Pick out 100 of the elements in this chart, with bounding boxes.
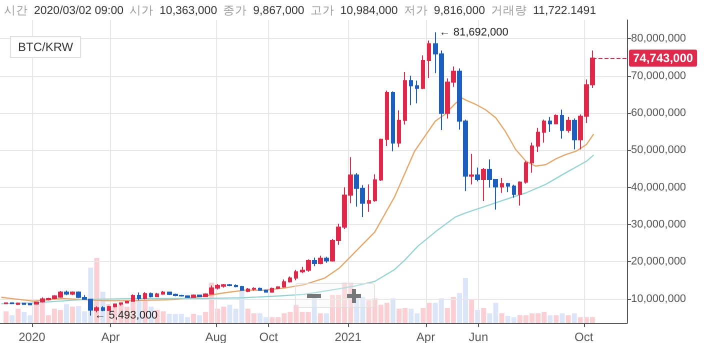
text: 10,984,000 (340, 5, 398, 17)
candlestick (566, 116, 571, 134)
candlestick (427, 40, 431, 78)
candlestick (572, 118, 577, 150)
bar (324, 313, 329, 323)
candlestick (294, 269, 298, 281)
candlestick (246, 288, 250, 293)
candlestick (101, 306, 105, 312)
candlestick (10, 302, 14, 305)
y-tick-label: 80,000,000 (631, 32, 686, 45)
x-tick-label: 2020 (18, 330, 46, 343)
ref-line-label: 74,743,000 (633, 51, 694, 66)
y-tick-label: 40,000,000 (631, 181, 686, 194)
candlestick (252, 286, 256, 292)
candlestick (227, 283, 232, 287)
bar (554, 315, 559, 323)
x-tick-label: Jun (468, 330, 488, 343)
bar (566, 315, 571, 323)
candlestick (119, 302, 123, 306)
candlestick (282, 279, 286, 288)
candlestick (197, 294, 202, 298)
x-tick-label: Oct (574, 330, 594, 343)
text: BTC/KRW (18, 40, 74, 54)
text: 시가 (130, 5, 154, 17)
candlestick (276, 286, 280, 290)
candlestick (524, 160, 528, 184)
bar (64, 304, 69, 323)
y-tick-label: 50,000,000 (631, 144, 686, 156)
candlestick (548, 116, 552, 132)
bar (70, 306, 76, 323)
candlestick (234, 284, 238, 288)
y-tick-label: 70,000,000 (631, 70, 686, 82)
bar (578, 317, 583, 323)
candlestick (155, 292, 159, 298)
candlestick (324, 256, 329, 264)
candlestick (64, 290, 69, 296)
candlestick (481, 167, 486, 202)
candlestick (391, 90, 395, 152)
candlestick (161, 290, 165, 296)
x-tick-label: Oct (259, 330, 279, 343)
candlestick (415, 80, 419, 104)
y-tick-label: 30,000,000 (631, 218, 686, 230)
bar (190, 314, 196, 323)
bar (197, 315, 202, 323)
candlestick (258, 287, 262, 292)
candlestick (542, 119, 546, 144)
text: 고가 (310, 5, 334, 17)
candlestick (94, 306, 99, 313)
candlestick (70, 290, 75, 296)
text: 11,722.1491 (533, 5, 596, 17)
candlestick (22, 302, 26, 306)
text: 2020/03/02 09:00 (34, 5, 124, 17)
bar (318, 313, 323, 323)
bar (4, 311, 9, 323)
bar (499, 313, 504, 323)
candlestick (554, 114, 558, 125)
line-series (1, 97, 594, 302)
candlestick (367, 184, 371, 212)
candlestick (240, 285, 244, 292)
text: 종가 (223, 5, 248, 17)
candlestick (518, 180, 522, 206)
text: 10,363,000 (160, 5, 218, 17)
text: 거래량 (491, 5, 527, 17)
annotation: ← 5,493,000 (94, 310, 158, 322)
candlestick (409, 75, 413, 106)
text: 시간 (4, 5, 28, 17)
bar (16, 308, 21, 323)
candlestick (512, 184, 516, 198)
annotation: ← 81,692,000 (439, 26, 508, 38)
candlestick (506, 182, 510, 193)
candlestick (475, 167, 480, 182)
candlestick (312, 257, 317, 267)
candlestick (421, 54, 425, 90)
candlestick (191, 294, 196, 298)
y-tick-label: 10,000,000 (631, 292, 686, 305)
bar (481, 308, 486, 323)
candlestick (500, 178, 504, 194)
candlestick (397, 110, 401, 148)
candlestick (131, 294, 135, 302)
text: 9,867,000 (253, 5, 304, 17)
x-tick-label: 2021 (334, 330, 362, 343)
bar (560, 313, 565, 323)
candlestick (403, 72, 407, 125)
candlestick (149, 292, 153, 298)
candlestick (264, 289, 268, 294)
candlestick (536, 127, 540, 152)
candlestick (469, 153, 474, 185)
bar (548, 315, 553, 323)
candlestick (560, 109, 564, 140)
candlestick (28, 302, 32, 306)
candlestick (385, 90, 389, 147)
text: 9,816,000 (434, 5, 485, 17)
candlestick (318, 255, 323, 265)
candlestick (125, 300, 129, 304)
candlestick (270, 287, 274, 294)
bar (390, 298, 396, 323)
candlestick (113, 303, 117, 308)
bar (469, 298, 474, 323)
y-tick-label: 60,000,000 (631, 106, 686, 119)
bar (10, 315, 15, 323)
